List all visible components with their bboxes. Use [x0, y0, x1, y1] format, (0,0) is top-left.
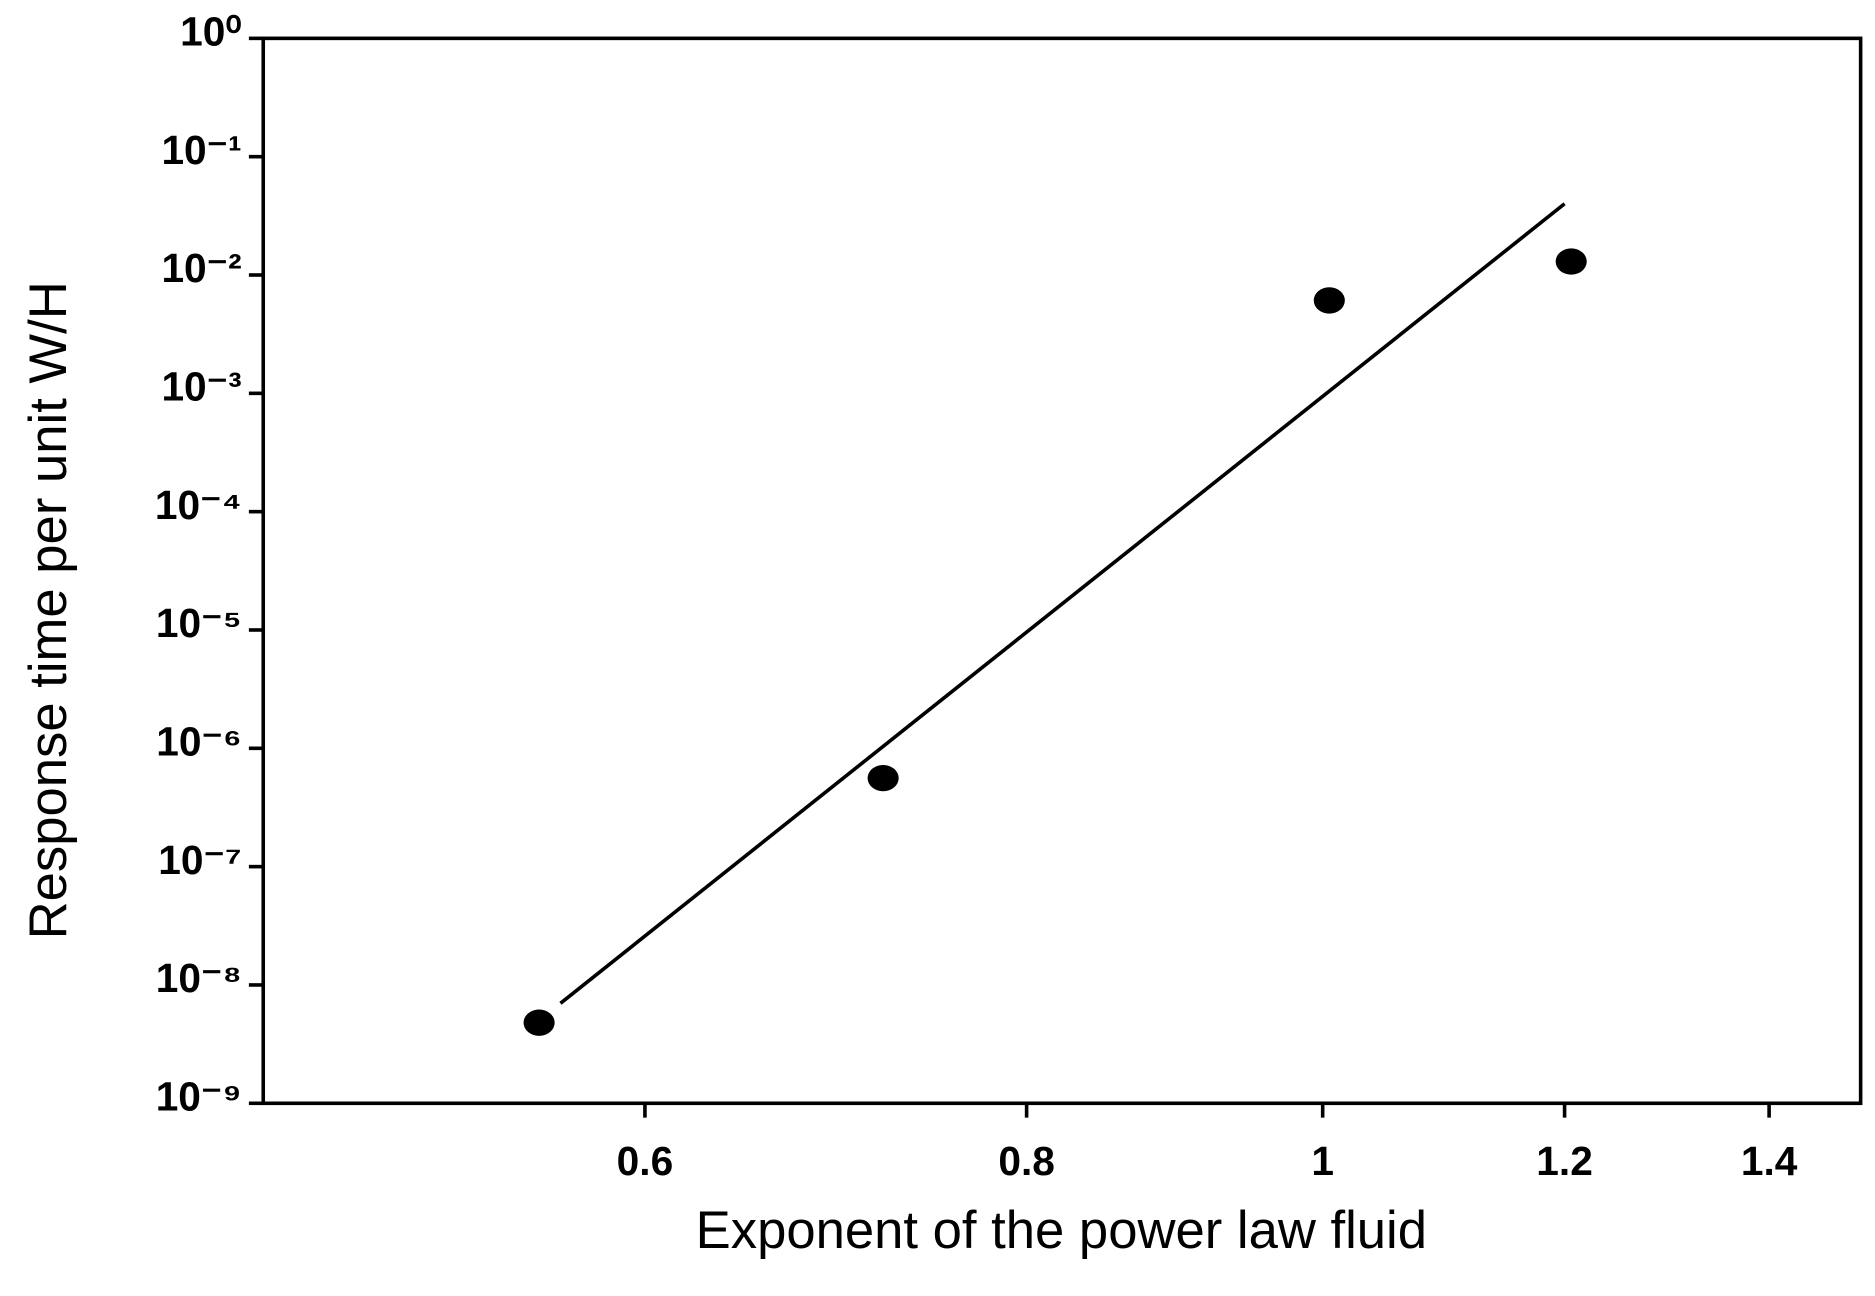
y-tick-label: 10⁻³ — [161, 364, 241, 410]
data-point — [867, 764, 899, 792]
y-axis-label: Response time per unit W/H — [19, 281, 78, 939]
plot-frame — [261, 36, 1863, 1106]
y-tick-label: 10⁻² — [161, 245, 241, 291]
x-tick-label: 1.4 — [1741, 1138, 1798, 1184]
fit-line — [559, 202, 1566, 1005]
y-tick-label: 10⁻⁸ — [156, 955, 242, 1001]
x-tick-label: 1.2 — [1536, 1138, 1593, 1184]
data-point — [523, 1009, 555, 1036]
y-tick-label: 10⁻⁴ — [155, 482, 242, 528]
x-tick-label: 1 — [1311, 1138, 1334, 1184]
y-tick-label: 10⁻⁷ — [158, 837, 242, 883]
y-tick-label: 10⁻¹ — [161, 127, 241, 173]
y-tick-label: 10⁻⁵ — [156, 600, 242, 646]
y-tick-label: 10⁻⁶ — [156, 718, 241, 764]
data-point — [1555, 248, 1587, 275]
x-axis-label: Exponent of the power law fluid — [696, 1201, 1427, 1260]
x-tick-label: 0.6 — [617, 1138, 674, 1184]
y-tick-label: 10⁻⁹ — [156, 1073, 242, 1119]
x-tick-label: 0.8 — [998, 1138, 1055, 1184]
data-point — [1313, 287, 1345, 314]
y-tick-label: 10⁰ — [180, 9, 242, 55]
